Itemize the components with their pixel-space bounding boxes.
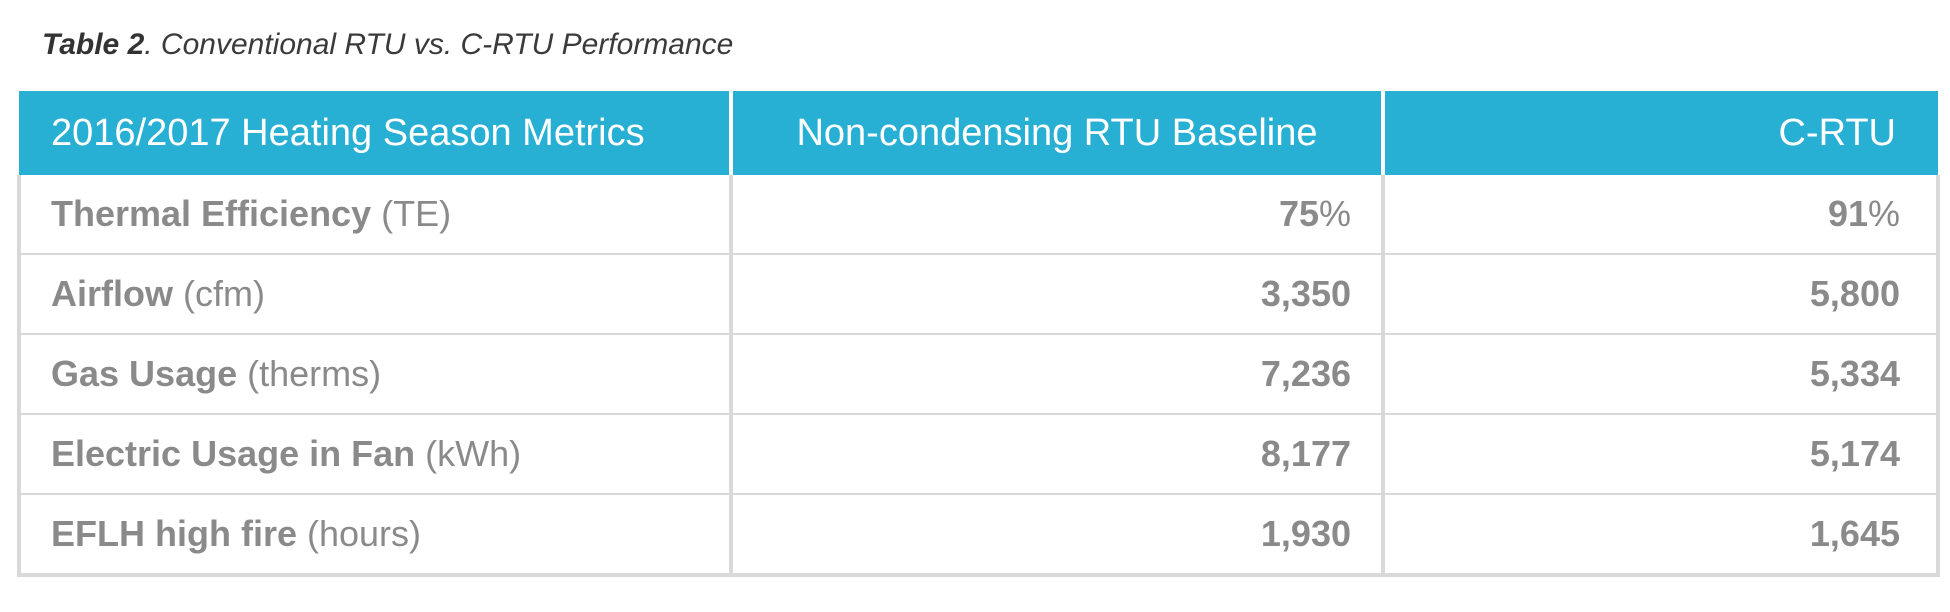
crtu-cell: 1,645 [1381,493,1940,577]
header-metrics: 2016/2017 Heating Season Metrics [19,91,733,175]
metric-unit: (hours) [297,513,422,554]
crtu-cell: 91% [1381,175,1940,255]
header-crtu: C-RTU [1381,91,1938,175]
baseline-value: 8,177 [1260,433,1351,474]
header-row: 2016/2017 Heating Season Metrics Non-con… [19,91,1938,175]
crtu-value: 91 [1827,193,1868,234]
metric-cell: Gas Usage (therms) [17,333,732,415]
table-container: 2016/2017 Heating Season Metrics Non-con… [17,91,1940,577]
metric-unit: (cfm) [173,273,265,314]
caption-label: Table 2 [42,28,145,61]
crtu-value: 5,174 [1809,433,1900,474]
baseline-cell: 7,236 [729,333,1384,415]
baseline-cell: 3,350 [729,253,1384,335]
crtu-cell: 5,800 [1381,253,1940,335]
header-baseline: Non-condensing RTU Baseline [729,91,1385,175]
metric-name: Airflow [51,273,173,314]
performance-table: 2016/2017 Heating Season Metrics Non-con… [17,91,1940,577]
metric-unit: (therms) [237,353,382,394]
metric-unit: (TE) [371,193,452,234]
metric-cell: Electric Usage in Fan (kWh) [17,413,732,495]
crtu-suffix: % [1867,193,1900,234]
metric-cell: Thermal Efficiency (TE) [17,175,732,255]
baseline-value: 7,236 [1260,353,1351,394]
crtu-value: 1,645 [1809,513,1900,554]
crtu-value: 5,800 [1809,273,1900,314]
baseline-value: 75 [1278,193,1319,234]
caption-text: . Conventional RTU vs. C-RTU Performance [144,28,734,61]
baseline-value: 1,930 [1260,513,1351,554]
crtu-cell: 5,334 [1381,333,1940,415]
metric-name: EFLH high fire [51,513,297,554]
metric-name: Thermal Efficiency [51,193,372,234]
baseline-cell: 1,930 [729,493,1384,577]
metric-name: Electric Usage in Fan [51,433,416,474]
table-body: Thermal Efficiency (TE) 75% 91% Airflow … [17,175,1940,577]
metric-unit: (kWh) [415,433,522,474]
table-header: 2016/2017 Heating Season Metrics Non-con… [19,91,1938,175]
baseline-cell: 8,177 [729,413,1384,495]
table-row: Thermal Efficiency (TE) 75% 91% [17,175,1940,255]
crtu-cell: 5,174 [1381,413,1940,495]
metric-name: Gas Usage [51,353,238,394]
crtu-value: 5,334 [1809,353,1900,394]
table-row: Airflow (cfm) 3,350 5,800 [17,253,1940,335]
table-caption: Table 2. Conventional RTU vs. C-RTU Perf… [42,28,733,62]
baseline-value: 3,350 [1260,273,1351,314]
table-row: Gas Usage (therms) 7,236 5,334 [17,333,1940,415]
metric-cell: Airflow (cfm) [17,253,732,335]
baseline-suffix: % [1318,193,1351,234]
baseline-cell: 75% [729,175,1384,255]
table-row: Electric Usage in Fan (kWh) 8,177 5,174 [17,413,1940,495]
table-row: EFLH high fire (hours) 1,930 1,645 [17,493,1940,577]
metric-cell: EFLH high fire (hours) [17,493,732,577]
